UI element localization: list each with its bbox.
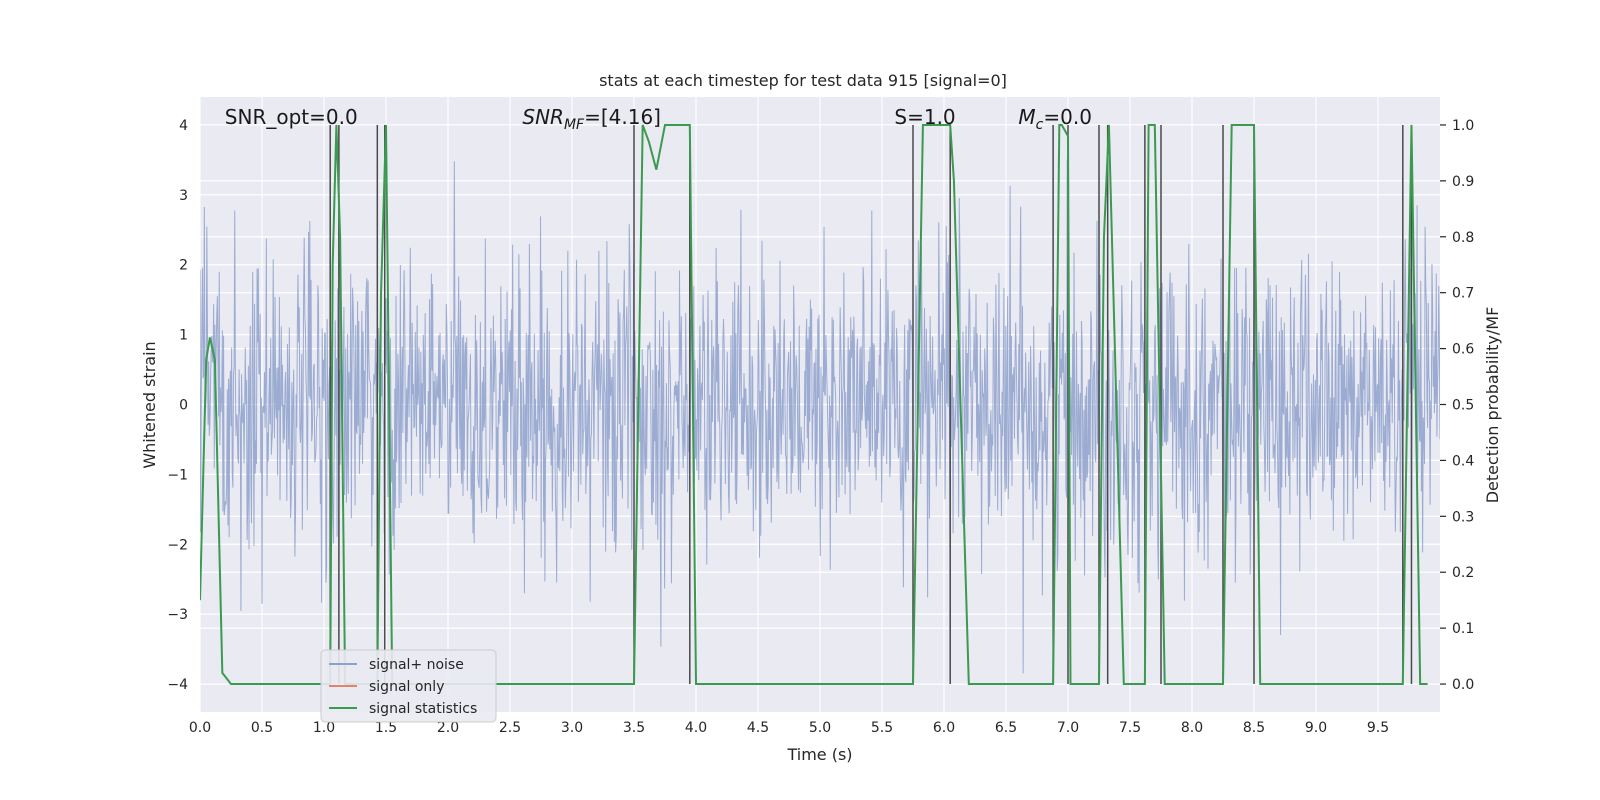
- y-tick-label: 4: [179, 118, 188, 134]
- x-tick-label: 7.5: [1119, 720, 1141, 736]
- y-tick-label: −3: [167, 607, 188, 623]
- y-tick-label: 2: [179, 258, 188, 274]
- statistics-series: [200, 123, 1428, 686]
- y-right-tick-label: 0.3: [1452, 509, 1474, 525]
- x-tick-label: 2.0: [437, 720, 459, 736]
- x-tick-label: 0.5: [251, 720, 273, 736]
- x-tick-label: 1.5: [375, 720, 397, 736]
- x-tick-label: 1.0: [313, 720, 335, 736]
- legend-box: [320, 649, 497, 723]
- x-tick-label: 0.0: [189, 720, 211, 736]
- x-tick-label: 8.5: [1243, 720, 1265, 736]
- annotation-snr_mf_pre: SNRMF=[4.16]: [522, 105, 661, 133]
- legend: signal+ noise signal only signal statistic…: [320, 649, 497, 723]
- x-tick-label: 3.0: [561, 720, 583, 736]
- y-right-tick-label: 0.5: [1452, 398, 1474, 414]
- y-tick-label: 3: [179, 188, 188, 204]
- x-tick-label: 9.5: [1367, 720, 1389, 736]
- signal-statistics-line: [200, 123, 1428, 686]
- x-tick-label: 7.0: [1057, 720, 1079, 736]
- y-right-tick-label: 0.8: [1452, 230, 1474, 246]
- x-axis-label: Time (s): [786, 745, 852, 764]
- x-tick-label: 9.0: [1305, 720, 1327, 736]
- y-axis-ticks: −4 −3 −2 −1 0 1 2 3 4: [167, 118, 188, 693]
- y-axis-label: Whitened strain: [140, 341, 159, 468]
- y-tick-label: 1: [179, 328, 188, 344]
- y-right-tick-label: 0.2: [1452, 565, 1474, 581]
- y-tick-label: −2: [167, 537, 188, 553]
- x-tick-label: 4.5: [747, 720, 769, 736]
- y-right-tick-label: 0.6: [1452, 342, 1474, 358]
- annotation-snr_opt: SNR_opt=0.0: [225, 105, 358, 129]
- y-tick-label: 0: [179, 398, 188, 414]
- y-axis-right-ticks: 0.0 0.1 0.2 0.3 0.4 0.5 0.6 0.7 0.8 0.9 1.0: [1440, 118, 1474, 693]
- x-tick-label: 6.5: [995, 720, 1017, 736]
- x-tick-label: 2.5: [499, 720, 521, 736]
- y-right-tick-label: 0.0: [1452, 677, 1474, 693]
- y-right-tick-label: 1.0: [1452, 118, 1474, 134]
- noise-series: [200, 154, 1440, 674]
- annotation-s: S=1.0: [894, 105, 955, 129]
- x-tick-label: 5.5: [871, 720, 893, 736]
- y-tick-label: −1: [167, 467, 188, 483]
- x-tick-label: 8.0: [1181, 720, 1203, 736]
- x-tick-label: 5.0: [809, 720, 831, 736]
- legend-label-2: signal statistics: [369, 701, 477, 717]
- signal-noise-line: [200, 154, 1440, 674]
- x-tick-label: 6.0: [933, 720, 955, 736]
- chart-title: stats at each timestep for test data 915…: [599, 71, 1007, 90]
- legend-label-0: signal+ noise: [369, 657, 464, 673]
- annotation-mc: Mc=0.0: [1018, 105, 1092, 133]
- x-axis-ticks: 0.0 0.5 1.0 1.5 2.0 2.5 3.0 3.5 4.0 4.5 5.0 5.5 6.0 6…: [189, 720, 1389, 736]
- y-right-tick-label: 0.1: [1452, 621, 1474, 637]
- y-right-tick-label: 0.4: [1452, 453, 1474, 469]
- y-tick-label: −4: [167, 677, 188, 693]
- x-tick-label: 3.5: [623, 720, 645, 736]
- y-right-tick-label: 0.9: [1452, 174, 1474, 190]
- annotations: SNR_opt=0.0 SNRMF=[4.16] S=1.0 Mc=0.0: [225, 105, 1092, 133]
- legend-label-1: signal only: [369, 679, 444, 695]
- x-tick-label: 4.0: [685, 720, 707, 736]
- y-right-tick-label: 0.7: [1452, 286, 1474, 302]
- y-axis-right-label: Detection probability/MF: [1483, 307, 1502, 504]
